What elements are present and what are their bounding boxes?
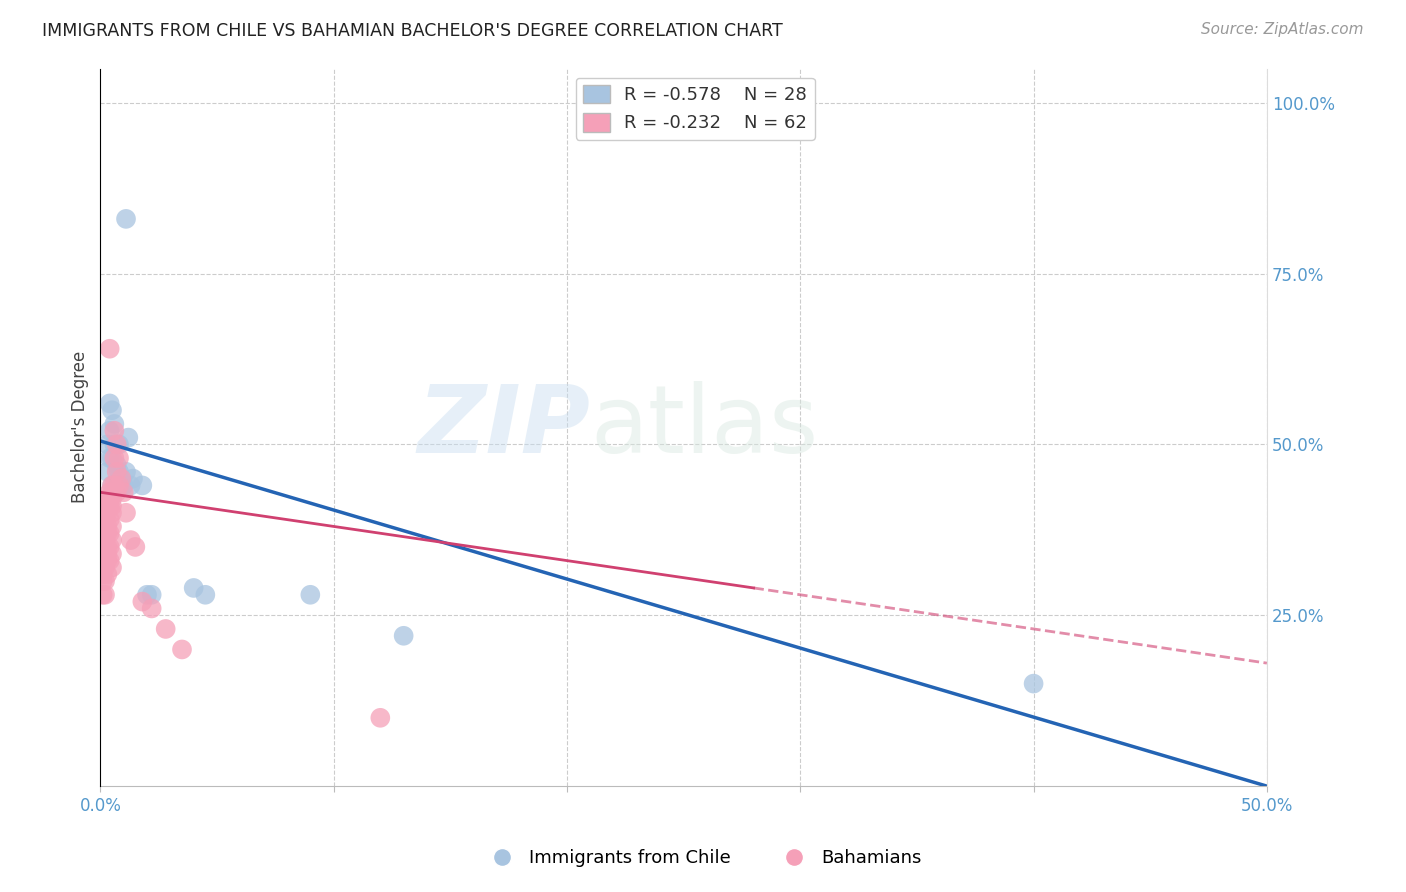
Point	[94, 588, 117, 602]
Point	[108, 465, 131, 479]
Point	[103, 478, 125, 492]
Text: Source: ZipAtlas.com: Source: ZipAtlas.com	[1201, 22, 1364, 37]
Text: IMMIGRANTS FROM CHILE VS BAHAMIAN BACHELOR'S DEGREE CORRELATION CHART: IMMIGRANTS FROM CHILE VS BAHAMIAN BACHEL…	[42, 22, 783, 40]
Point	[105, 437, 128, 451]
Point	[112, 478, 135, 492]
Point	[101, 478, 124, 492]
Point	[91, 588, 114, 602]
Point	[96, 547, 118, 561]
Point	[103, 424, 125, 438]
Point	[101, 506, 124, 520]
Point	[131, 478, 153, 492]
Point	[103, 417, 125, 431]
Point	[108, 451, 131, 466]
Point	[91, 560, 114, 574]
Y-axis label: Bachelor's Degree: Bachelor's Degree	[72, 351, 89, 503]
Point	[105, 465, 128, 479]
Point	[94, 574, 117, 588]
Point	[101, 403, 124, 417]
Point	[155, 622, 177, 636]
Point	[299, 588, 322, 602]
Point	[98, 492, 121, 507]
Point	[1022, 676, 1045, 690]
Point	[96, 437, 118, 451]
Point	[183, 581, 205, 595]
Legend: Immigrants from Chile, Bahamians: Immigrants from Chile, Bahamians	[477, 842, 929, 874]
Point	[101, 547, 124, 561]
Point	[101, 451, 124, 466]
Point	[98, 396, 121, 410]
Point	[98, 342, 121, 356]
Point	[101, 519, 124, 533]
Point	[94, 533, 117, 547]
Point	[120, 533, 142, 547]
Text: ZIP: ZIP	[418, 382, 591, 474]
Point	[117, 431, 139, 445]
Point	[115, 506, 138, 520]
Point	[110, 472, 132, 486]
Point	[98, 499, 121, 513]
Point	[96, 506, 118, 520]
Point	[91, 547, 114, 561]
Point	[103, 451, 125, 466]
Point	[392, 629, 415, 643]
Point	[120, 478, 142, 492]
Legend: R = -0.578    N = 28, R = -0.232    N = 62: R = -0.578 N = 28, R = -0.232 N = 62	[575, 78, 814, 140]
Point	[115, 211, 138, 226]
Point	[141, 601, 163, 615]
Point	[94, 540, 117, 554]
Point	[101, 533, 124, 547]
Point	[105, 478, 128, 492]
Point	[96, 567, 118, 582]
Point	[91, 526, 114, 541]
Point	[94, 506, 117, 520]
Point	[136, 588, 159, 602]
Point	[96, 540, 118, 554]
Point	[101, 499, 124, 513]
Point	[98, 485, 121, 500]
Point	[96, 465, 118, 479]
Point	[141, 588, 163, 602]
Point	[94, 519, 117, 533]
Point	[101, 478, 124, 492]
Point	[98, 526, 121, 541]
Point	[110, 478, 132, 492]
Point	[94, 547, 117, 561]
Point	[94, 526, 117, 541]
Point	[122, 472, 145, 486]
Point	[112, 485, 135, 500]
Point	[98, 553, 121, 567]
Point	[170, 642, 193, 657]
Point	[98, 540, 121, 554]
Point	[105, 458, 128, 472]
Point	[194, 588, 217, 602]
Point	[131, 594, 153, 608]
Point	[101, 492, 124, 507]
Point	[96, 553, 118, 567]
Point	[94, 560, 117, 574]
Point	[115, 465, 138, 479]
Point	[103, 437, 125, 451]
Point	[105, 485, 128, 500]
Point	[91, 567, 114, 582]
Text: atlas: atlas	[591, 382, 818, 474]
Point	[98, 513, 121, 527]
Point	[98, 424, 121, 438]
Point	[91, 574, 114, 588]
Point	[91, 553, 114, 567]
Point	[368, 711, 391, 725]
Point	[101, 560, 124, 574]
Point	[96, 499, 118, 513]
Point	[108, 478, 131, 492]
Point	[91, 533, 114, 547]
Point	[96, 492, 118, 507]
Point	[108, 437, 131, 451]
Point	[96, 526, 118, 541]
Point	[96, 519, 118, 533]
Point	[124, 540, 146, 554]
Point	[98, 451, 121, 466]
Point	[91, 540, 114, 554]
Point	[94, 492, 117, 507]
Point	[91, 519, 114, 533]
